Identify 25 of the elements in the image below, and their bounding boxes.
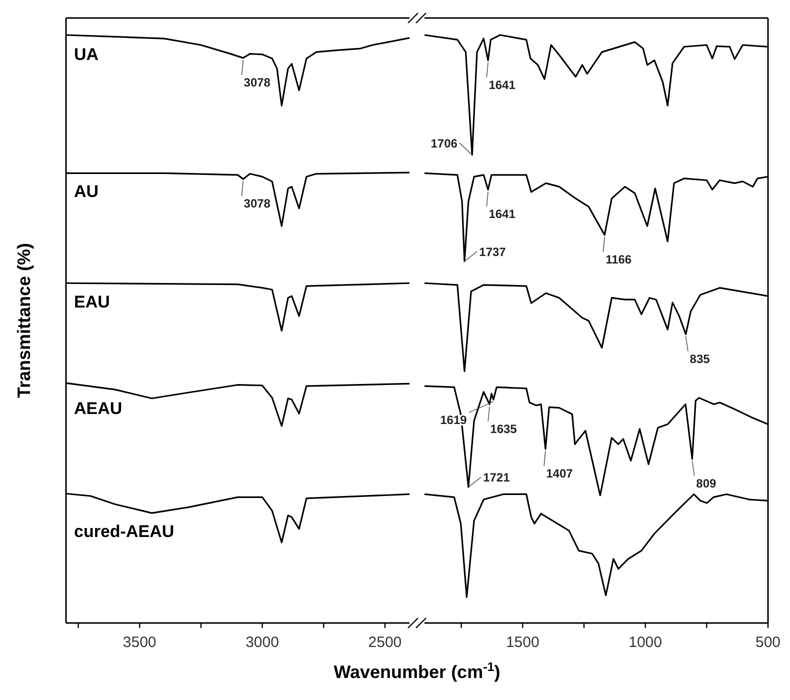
annotation: 1641	[488, 78, 516, 92]
x-tick-label: 500	[755, 634, 781, 651]
annotation: 809	[696, 476, 717, 490]
annotation: 1407	[546, 466, 574, 480]
annotation: 3078	[244, 196, 271, 211]
x-tick-label: 3000	[246, 634, 279, 651]
annotation: 1706	[430, 136, 458, 150]
x-tick-label: 1500	[506, 634, 540, 651]
series-label: EAU	[74, 292, 110, 312]
series-label: UA	[74, 45, 99, 64]
annotation: 835	[690, 352, 710, 366]
annotation: 3078	[244, 75, 271, 90]
x-axis-title: Wavenumber (cm$^{-1}$)	[334, 660, 500, 682]
annotation: 1641	[488, 207, 516, 222]
series-label: AEAU	[74, 398, 122, 418]
annotation: 1635	[490, 422, 518, 436]
x-tick-label: 3500	[122, 634, 156, 651]
series-label: AU	[74, 182, 99, 202]
x-tick-label: 1000	[628, 634, 662, 651]
annotation: 1737	[479, 244, 506, 259]
annotation: 1166	[606, 252, 632, 266]
series-label: cured-AEAU	[74, 522, 174, 542]
y-axis-title: Transmittance (%)	[14, 242, 34, 398]
annotation: 1721	[483, 470, 510, 485]
x-tick-label: 2500	[368, 634, 402, 651]
